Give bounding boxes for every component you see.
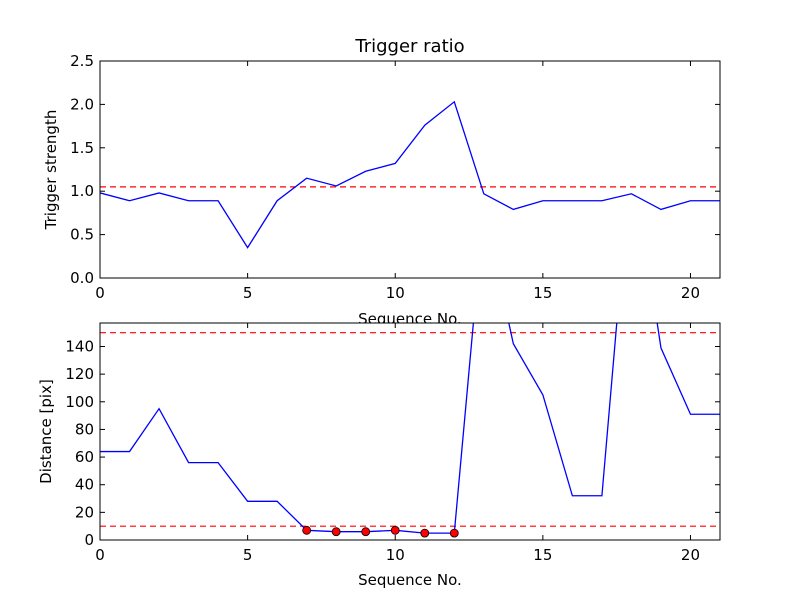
y-tick-label: 1.5	[70, 139, 94, 157]
axes-frame	[99, 60, 721, 279]
series-line-1	[100, 323, 720, 534]
data-point-marker	[390, 525, 400, 535]
y-tick-label: 100	[65, 393, 94, 411]
chart-panel-2: 0 5 10 15 20 0 20 40 60 80 100 120 140 Sequence No. Di…	[37, 322, 721, 589]
x-tick-label: 20	[681, 546, 700, 564]
x-axis-label: Sequence No.	[358, 571, 462, 589]
series-line-1	[100, 100, 720, 249]
y-tick-label: 20	[75, 503, 94, 521]
y-tick-label: 0	[84, 531, 94, 549]
plot-content	[100, 323, 720, 534]
y-tick-label: 0.0	[70, 269, 94, 287]
y-tick-label: 2.0	[70, 95, 94, 113]
data-point-marker	[420, 528, 430, 538]
data-point-marker	[361, 527, 371, 537]
plot-content	[100, 100, 720, 249]
plot-area	[100, 323, 720, 540]
y-tick-label: 0.5	[70, 226, 94, 244]
x-tick-label: 15	[533, 284, 552, 302]
data-point-marker	[302, 525, 312, 535]
y-tick-label: 60	[75, 448, 94, 466]
x-tick-label: 20	[681, 284, 700, 302]
x-tick-label: 5	[243, 546, 253, 564]
y-tick-label: 1.0	[70, 182, 94, 200]
x-tick-label: 5	[243, 284, 253, 302]
y-axis-label: Trigger strength	[42, 110, 60, 231]
y-tick-label: 120	[65, 365, 94, 383]
data-point-marker	[449, 528, 459, 538]
y-axis-label: Distance [pix]	[37, 379, 55, 484]
data-point-marker	[331, 527, 341, 537]
chart-title: Trigger ratio	[354, 36, 464, 57]
x-tick-label: 0	[95, 546, 105, 564]
x-tick-label: 10	[386, 546, 405, 564]
axes-frame	[99, 322, 721, 541]
x-tick-label: 15	[533, 546, 552, 564]
y-tick-label: 80	[75, 420, 94, 438]
plot-area	[100, 61, 720, 278]
y-tick-label: 40	[75, 476, 94, 494]
y-tick-label: 2.5	[70, 52, 94, 70]
x-tick-label: 0	[95, 284, 105, 302]
x-tick-label: 10	[386, 284, 405, 302]
y-tick-label: 140	[65, 337, 94, 355]
